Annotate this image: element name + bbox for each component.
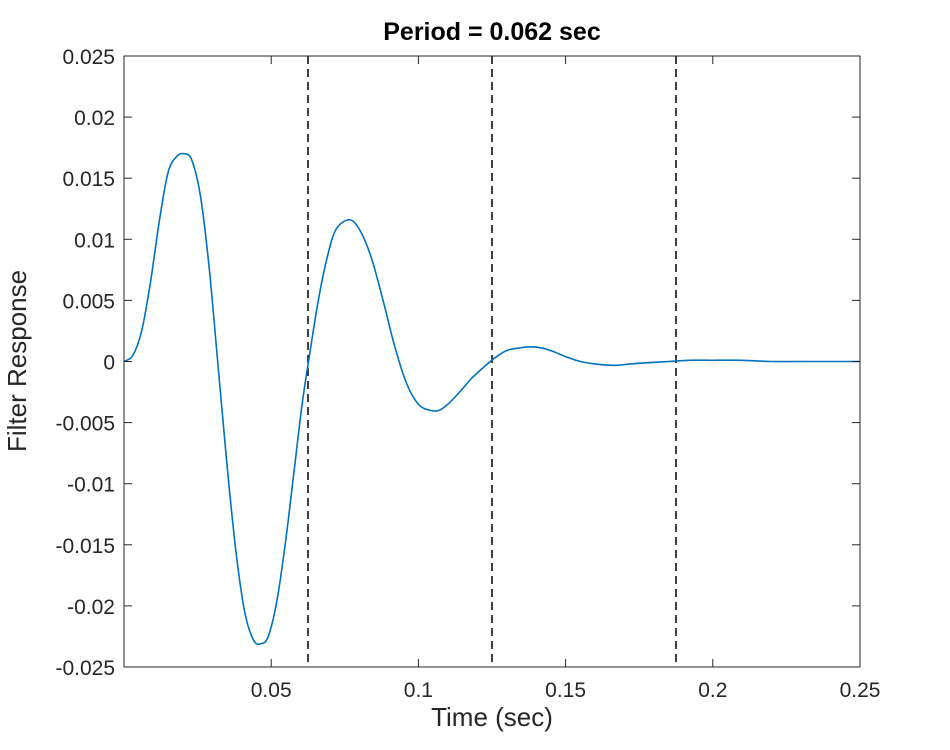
x-tick-label: 0.25 <box>840 679 881 702</box>
y-tick-label: -0.02 <box>67 596 115 619</box>
y-axis: 0.025 0.02 0.015 0.01 0.005 0 -0.005 -0.01 -0.01… <box>55 46 860 680</box>
filter-response-line <box>123 152 860 646</box>
y-tick-label: -0.025 <box>55 657 115 680</box>
x-tick-label: 0.05 <box>251 679 292 702</box>
y-tick-label: 0.015 <box>62 168 115 191</box>
chart-title: Period = 0.062 sec <box>383 18 601 46</box>
series-group <box>123 152 860 646</box>
x-axis: 0.05 0.1 0.15 0.2 0.25 <box>251 56 881 702</box>
y-tick-label: 0.005 <box>62 290 115 313</box>
y-tick-label: 0 <box>103 352 115 375</box>
x-tick-label: 0.1 <box>404 679 433 702</box>
y-tick-label: -0.015 <box>55 535 115 558</box>
y-tick-label: -0.005 <box>55 413 115 436</box>
x-tick-label: 0.2 <box>698 679 727 702</box>
y-tick-label: 0.02 <box>74 107 115 130</box>
y-tick-label: 0.025 <box>62 46 115 69</box>
x-tick-label: 0.15 <box>545 679 586 702</box>
y-axis-label: Filter Response <box>2 270 32 452</box>
x-axis-label: Time (sec) <box>431 702 553 732</box>
y-tick-label: 0.01 <box>74 229 115 252</box>
y-tick-label: -0.01 <box>67 474 115 497</box>
